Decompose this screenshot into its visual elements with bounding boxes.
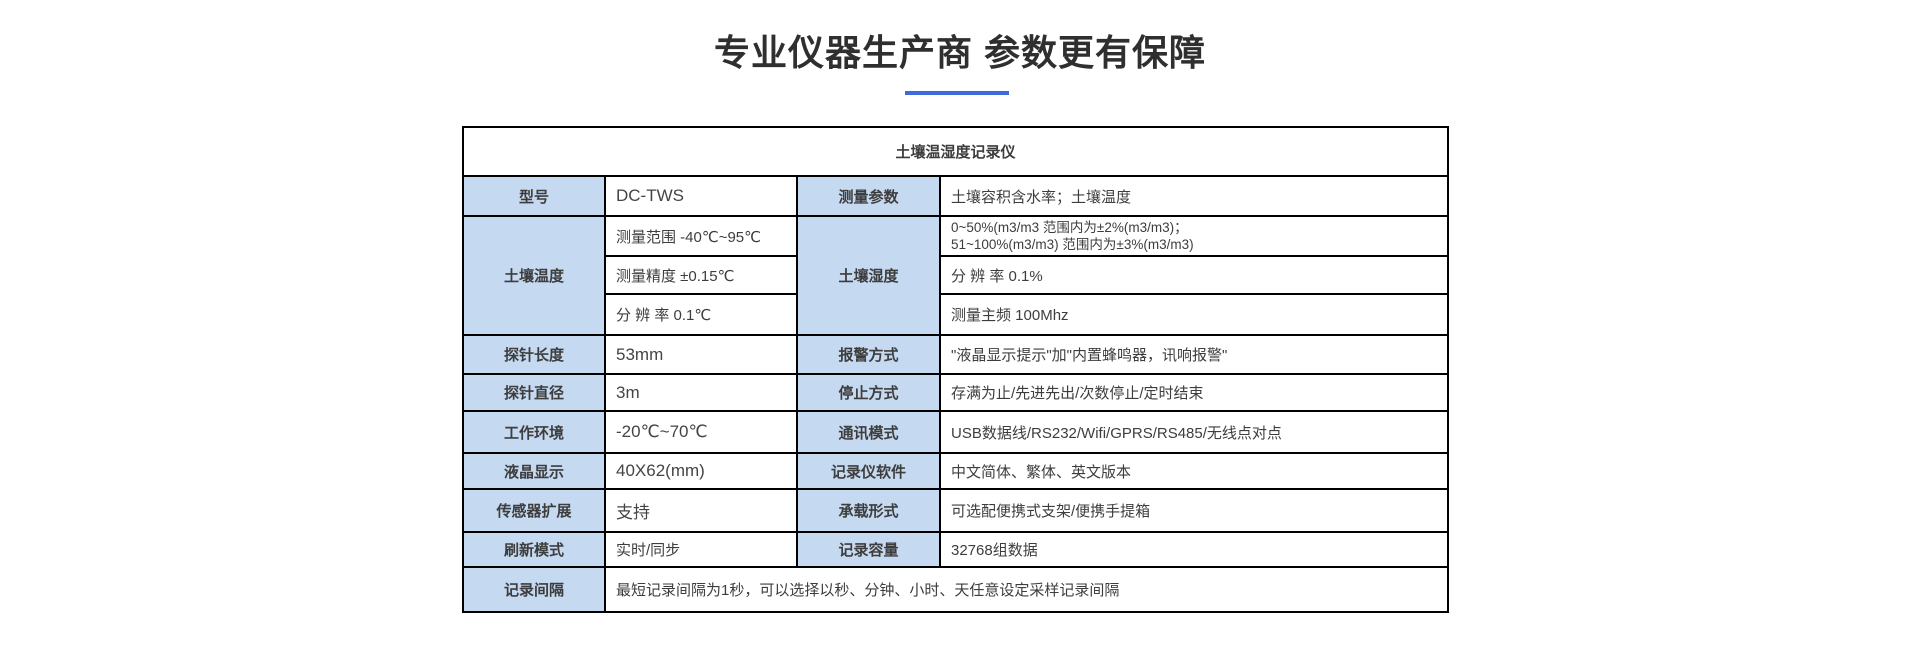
spec-label-comm-mode: 通讯模式 (796, 410, 941, 454)
table-row: 刷新模式 实时/同步 记录容量 32768组数据 (462, 531, 1450, 568)
spec-value-capacity: 32768组数据 (938, 531, 1450, 568)
spec-label-params: 测量参数 (796, 175, 941, 217)
spec-label-soil-temperature: 土壤温度 (462, 215, 606, 336)
spec-label-sensor-ext: 传感器扩展 (462, 488, 606, 533)
spec-value-software: 中文简体、繁体、英文版本 (938, 452, 1450, 490)
spec-value-temp-accuracy: 测量精度 ±0.15℃ (604, 255, 798, 295)
spec-label-alarm: 报警方式 (796, 334, 941, 375)
spec-value-temp-resolution: 分 辨 率 0.1℃ (604, 293, 798, 336)
spec-label-carry: 承载形式 (796, 488, 941, 533)
spec-value-carry: 可选配便携式支架/便携手提箱 (938, 488, 1450, 533)
spec-label-stop-mode: 停止方式 (796, 373, 941, 412)
spec-value-comm-mode: USB数据线/RS232/Wifi/GPRS/RS485/无线点对点 (938, 410, 1450, 454)
spec-label-software: 记录仪软件 (796, 452, 941, 490)
humidity-range-line2: 51~100%(m3/m3) 范围内为±3%(m3/m3) (951, 237, 1194, 252)
spec-value-params: 土壤容积含水率；土壤温度 (938, 175, 1450, 217)
title-underline-accent (905, 91, 1009, 95)
table-row: 探针长度 53mm 报警方式 "液晶显示提示"加"内置蜂鸣器，讯响报警" (462, 334, 1450, 375)
spec-table-container: 土壤温湿度记录仪 型号 DC-TWS 测量参数 土壤容积含水率；土壤温度 土壤温… (461, 126, 1450, 613)
spec-value-humidity-range: 0~50%(m3/m3 范围内为±2%(m3/m3)； 51~100%(m3/m… (938, 215, 1450, 257)
table-title: 土壤温湿度记录仪 (461, 126, 1450, 177)
spec-value-temp-range: 测量范围 -40℃~95℃ (604, 215, 798, 257)
spec-value-humidity-frequency: 测量主频 100Mhz (938, 293, 1450, 336)
spec-value-work-env: -20℃~70℃ (604, 410, 798, 454)
spec-value-humidity-resolution: 分 辨 率 0.1% (938, 255, 1450, 295)
table-title-row: 土壤温湿度记录仪 (461, 126, 1450, 177)
table-row: 土壤温度 测量范围 -40℃~95℃ 土壤湿度 0~50%(m3/m3 范围内为… (462, 215, 1450, 336)
spec-label-capacity: 记录容量 (796, 531, 941, 568)
spec-label-work-env: 工作环境 (462, 410, 606, 454)
spec-label-probe-diameter: 探针直径 (462, 373, 606, 412)
table-row: 探针直径 3m 停止方式 存满为止/先进先出/次数停止/定时结束 (462, 373, 1450, 412)
table-row: 测量精度 ±0.15℃ 分 辨 率 0.1% (463, 255, 1450, 295)
spec-label-soil-humidity: 土壤湿度 (796, 215, 941, 336)
spec-label-lcd: 液晶显示 (462, 452, 606, 490)
spec-value-probe-diameter: 3m (604, 373, 798, 412)
spec-value-probe-length: 53mm (604, 334, 798, 375)
spec-label-refresh: 刷新模式 (462, 531, 606, 568)
table-row: 分 辨 率 0.1℃ 测量主频 100Mhz (463, 293, 1450, 336)
spec-value-sensor-ext: 支持 (604, 488, 798, 533)
table-row: 液晶显示 40X62(mm) 记录仪软件 中文简体、繁体、英文版本 (462, 452, 1450, 490)
table-row: 记录间隔 最短记录间隔为1秒，可以选择以秒、分钟、小时、天任意设定采样记录间隔 (462, 566, 1450, 613)
spec-value-interval: 最短记录间隔为1秒，可以选择以秒、分钟、小时、天任意设定采样记录间隔 (603, 566, 1450, 613)
page-title: 专业仪器生产商 参数更有保障 (713, 32, 1206, 73)
table-row: 型号 DC-TWS 测量参数 土壤容积含水率；土壤温度 (462, 175, 1450, 217)
table-row: 传感器扩展 支持 承载形式 可选配便携式支架/便携手提箱 (462, 488, 1450, 533)
humidity-range-line1: 0~50%(m3/m3 范围内为±2%(m3/m3)； (951, 220, 1188, 235)
spec-label-probe-length: 探针长度 (462, 334, 606, 375)
spec-value-refresh: 实时/同步 (604, 531, 798, 568)
spec-table: 土壤温湿度记录仪 型号 DC-TWS 测量参数 土壤容积含水率；土壤温度 土壤温… (461, 126, 1450, 613)
spec-value-lcd: 40X62(mm) (604, 452, 798, 490)
spec-value-alarm: "液晶显示提示"加"内置蜂鸣器，讯响报警" (938, 334, 1450, 375)
spec-label-model: 型号 (462, 175, 606, 217)
spec-value-model: DC-TWS (604, 175, 798, 217)
table-row: 工作环境 -20℃~70℃ 通讯模式 USB数据线/RS232/Wifi/GPR… (462, 410, 1450, 454)
spec-value-stop-mode: 存满为止/先进先出/次数停止/定时结束 (938, 373, 1450, 412)
spec-label-interval: 记录间隔 (462, 566, 606, 613)
